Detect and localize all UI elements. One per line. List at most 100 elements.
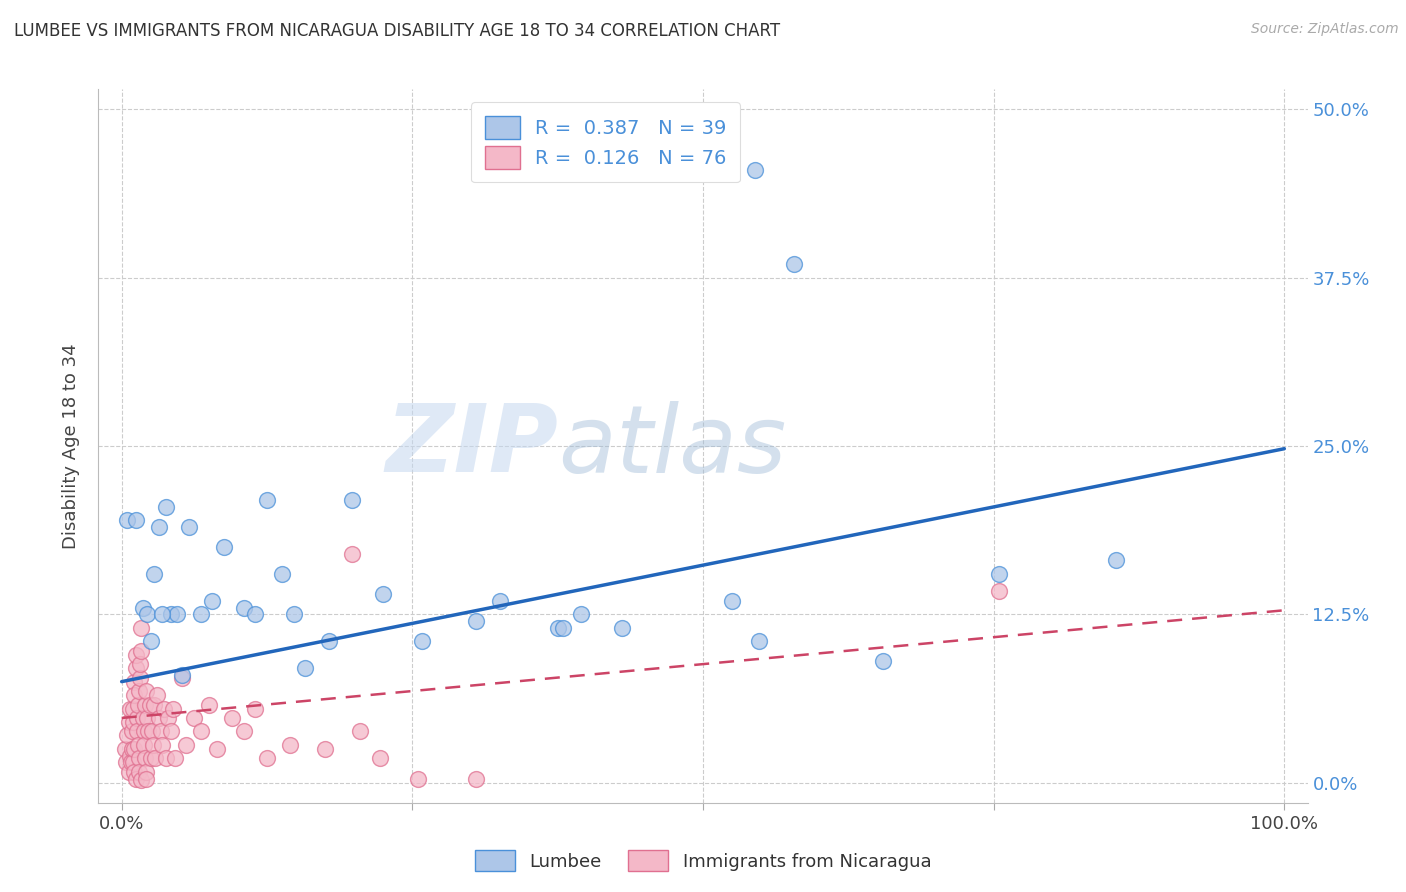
Point [256, 492, 278, 507]
Point [166, 607, 188, 622]
Point [135, 764, 157, 779]
Point [127, 738, 149, 752]
Point [124, 764, 146, 779]
Point [278, 738, 301, 752]
Point [411, 634, 433, 648]
Point [159, 724, 181, 739]
Point [183, 711, 205, 725]
Point [128, 684, 150, 698]
Point [162, 701, 184, 715]
Point [245, 607, 267, 622]
Legend: Lumbee, Immigrants from Nicaragua: Lumbee, Immigrants from Nicaragua [468, 843, 938, 879]
Point [318, 634, 340, 648]
Point [553, 621, 575, 635]
Point [165, 751, 187, 765]
Point [125, 724, 148, 739]
Point [129, 657, 152, 672]
Point [569, 607, 592, 622]
Point [124, 674, 146, 689]
Point [179, 520, 201, 534]
Point [155, 751, 177, 765]
Point [721, 594, 744, 608]
Point [368, 751, 391, 765]
Point [232, 600, 254, 615]
Point [120, 756, 142, 770]
Point [190, 607, 212, 622]
Point [547, 621, 569, 635]
Point [118, 714, 141, 729]
Point [115, 756, 138, 770]
Point [131, 600, 153, 615]
Point [131, 643, 153, 657]
Point [128, 751, 150, 765]
Point [373, 587, 395, 601]
Point [121, 742, 143, 756]
Point [127, 698, 149, 712]
Text: Source: ZipAtlas.com: Source: ZipAtlas.com [1251, 22, 1399, 37]
Point [141, 724, 163, 739]
Point [142, 738, 165, 752]
Point [117, 513, 139, 527]
Point [136, 711, 159, 725]
Point [118, 748, 141, 763]
Point [131, 621, 153, 635]
Point [135, 772, 157, 786]
Point [117, 729, 139, 743]
Point [190, 724, 212, 739]
Point [212, 540, 235, 554]
Point [201, 594, 224, 608]
Point [150, 724, 173, 739]
Point [122, 714, 145, 729]
Point [114, 742, 136, 756]
Point [124, 688, 146, 702]
Point [340, 492, 363, 507]
Legend: R =  0.387   N = 39, R =  0.126   N = 76: R = 0.387 N = 39, R = 0.126 N = 76 [471, 103, 740, 182]
Point [872, 655, 894, 669]
Point [125, 711, 148, 725]
Point [465, 772, 488, 786]
Text: LUMBEE VS IMMIGRANTS FROM NICARAGUA DISABILITY AGE 18 TO 34 CORRELATION CHART: LUMBEE VS IMMIGRANTS FROM NICARAGUA DISA… [14, 22, 780, 40]
Point [150, 738, 173, 752]
Point [245, 701, 267, 715]
Point [131, 772, 153, 787]
Point [118, 764, 141, 779]
Point [132, 724, 155, 739]
Point [143, 698, 166, 712]
Point [139, 751, 162, 765]
Point [122, 701, 145, 715]
Point [232, 724, 254, 739]
Point [159, 607, 181, 622]
Point [172, 668, 194, 682]
Point [271, 566, 294, 581]
Point [150, 607, 173, 622]
Point [198, 698, 221, 712]
Point [124, 648, 146, 662]
Point [157, 711, 180, 725]
Point [406, 772, 429, 786]
Point [139, 634, 162, 648]
Point [744, 163, 766, 178]
Point [124, 513, 146, 527]
Y-axis label: Disability Age 18 to 34: Disability Age 18 to 34 [62, 343, 80, 549]
Point [124, 661, 146, 675]
Point [340, 547, 363, 561]
Point [129, 671, 152, 685]
Point [138, 698, 160, 712]
Point [128, 764, 150, 779]
Point [132, 738, 155, 752]
Point [136, 607, 159, 622]
Point [134, 698, 156, 712]
Point [124, 742, 146, 756]
Point [122, 756, 145, 770]
Point [174, 738, 197, 752]
Point [782, 257, 804, 271]
Point [148, 711, 170, 725]
Point [256, 751, 278, 765]
Point [488, 594, 510, 608]
Point [131, 711, 153, 725]
Point [172, 671, 194, 685]
Text: ZIP: ZIP [385, 400, 558, 492]
Point [1105, 553, 1128, 567]
Point [152, 701, 174, 715]
Point [748, 634, 770, 648]
